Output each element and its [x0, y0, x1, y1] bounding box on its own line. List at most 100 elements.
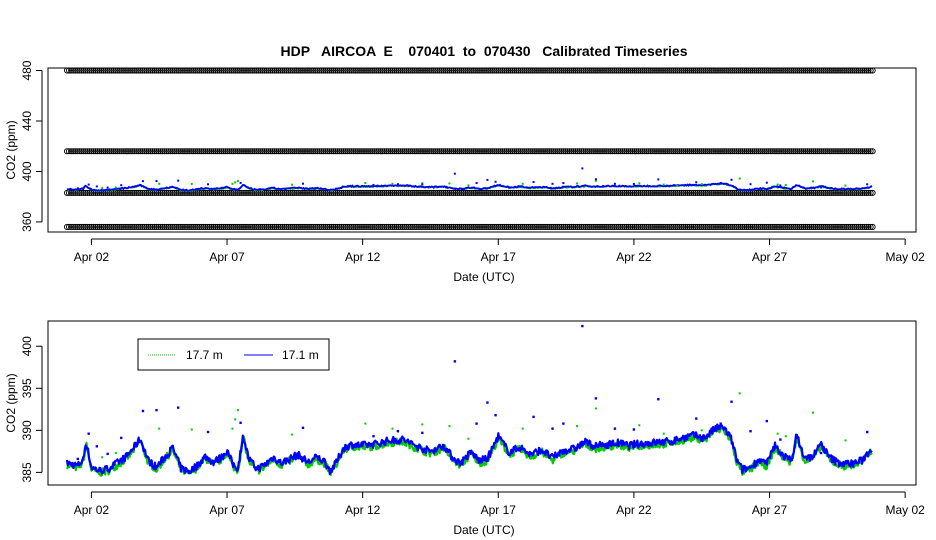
calibration-marker [143, 223, 150, 231]
calibration-marker [824, 189, 831, 196]
calibration-marker [651, 223, 658, 231]
calibration-marker [670, 148, 677, 155]
calibration-marker [289, 223, 296, 231]
calibration-marker [216, 223, 223, 231]
calibration-marker [596, 223, 604, 231]
calibration-marker [350, 148, 357, 155]
calibration-marker [706, 148, 713, 155]
calibration-marker [635, 223, 642, 231]
calibration-marker [531, 223, 538, 231]
calibration-marker [432, 148, 439, 155]
calibration-marker [385, 223, 392, 231]
spike-point-17-1m [206, 430, 210, 434]
calibration-marker [828, 223, 835, 231]
calibration-marker [369, 148, 376, 155]
calibration-marker [127, 148, 134, 155]
calibration-marker [584, 223, 591, 231]
calibration-marker [598, 223, 606, 231]
calibration-marker [169, 67, 176, 74]
calibration-marker [247, 223, 254, 231]
calibration-marker [690, 67, 697, 74]
calibration-marker [127, 189, 134, 196]
calibration-marker [432, 67, 439, 74]
calibration-marker [554, 189, 561, 196]
calibration-marker [285, 223, 292, 231]
calibration-marker [444, 223, 451, 231]
calibration-marker [574, 67, 581, 74]
calibration-marker [271, 223, 278, 231]
calibration-marker [834, 223, 842, 231]
calibration-marker [790, 189, 797, 196]
calibration-marker [660, 223, 667, 231]
calibration-marker [702, 223, 709, 231]
calibration-marker [509, 189, 516, 196]
calibration-marker [411, 223, 418, 231]
calibration-marker [226, 148, 233, 155]
calibration-marker [137, 148, 144, 155]
calibration-marker [826, 223, 833, 231]
calibration-marker [643, 67, 650, 74]
spike-point-17-1m [865, 430, 869, 434]
calibration-marker [564, 189, 571, 196]
calibration-marker [686, 189, 693, 196]
calibration-marker [680, 189, 687, 196]
calibration-marker [407, 148, 414, 155]
calibration-marker [674, 67, 681, 74]
calibration-marker [598, 67, 606, 74]
calibration-marker [426, 189, 433, 196]
calibration-marker [220, 148, 227, 155]
spike-point-17-7m [521, 427, 524, 430]
calibration-marker [521, 223, 528, 231]
calibration-marker [680, 148, 687, 155]
calibration-marker [485, 148, 492, 155]
calibration-marker [328, 223, 335, 231]
calibration-marker [90, 148, 97, 155]
calibration-marker [544, 148, 551, 155]
calibration-marker [609, 148, 616, 155]
spike-point-17-1m [177, 406, 180, 409]
calibration-marker [515, 223, 522, 231]
calibration-marker [88, 223, 95, 231]
x-tick-label: Apr 17 [481, 503, 517, 517]
calibration-marker [790, 223, 797, 231]
calibration-marker [497, 67, 504, 74]
calibration-marker [788, 148, 795, 155]
calibration-marker [798, 223, 805, 231]
calibration-marker [588, 189, 595, 196]
calibration-marker [135, 67, 142, 74]
calibration-marker [200, 189, 207, 196]
calibration-marker [552, 148, 559, 155]
calibration-marker [462, 67, 469, 74]
calibration-marker [491, 148, 498, 155]
calibration-marker [212, 67, 219, 74]
calibration-marker [735, 148, 742, 155]
calibration-marker [655, 148, 663, 155]
spike-point-17-1m [494, 413, 497, 417]
calibration-marker [570, 223, 577, 231]
calibration-marker [238, 67, 245, 74]
calibration-marker [438, 223, 445, 231]
calibration-marker [281, 223, 288, 231]
calibration-marker [869, 223, 876, 231]
calibration-marker [393, 189, 400, 196]
calibration-marker [729, 223, 736, 231]
calibration-marker [605, 67, 612, 74]
calibration-marker [391, 189, 398, 196]
calibration-marker [206, 223, 213, 231]
calibration-marker [696, 189, 703, 196]
calibration-marker [786, 148, 793, 155]
calibration-marker [863, 189, 870, 196]
calibration-marker [861, 223, 868, 231]
calibration-marker [289, 148, 296, 155]
calibration-marker [80, 148, 87, 155]
calibration-marker [786, 223, 793, 231]
calibration-marker [438, 148, 445, 155]
calibration-marker [369, 189, 376, 196]
calibration-marker [167, 67, 174, 74]
x-tick-label: Apr 07 [209, 503, 245, 517]
calibration-marker [782, 189, 789, 196]
calibration-marker [82, 148, 89, 155]
calibration-marker [122, 189, 130, 196]
overview-spike-17-1m [421, 183, 424, 186]
calibration-marker [643, 189, 650, 196]
